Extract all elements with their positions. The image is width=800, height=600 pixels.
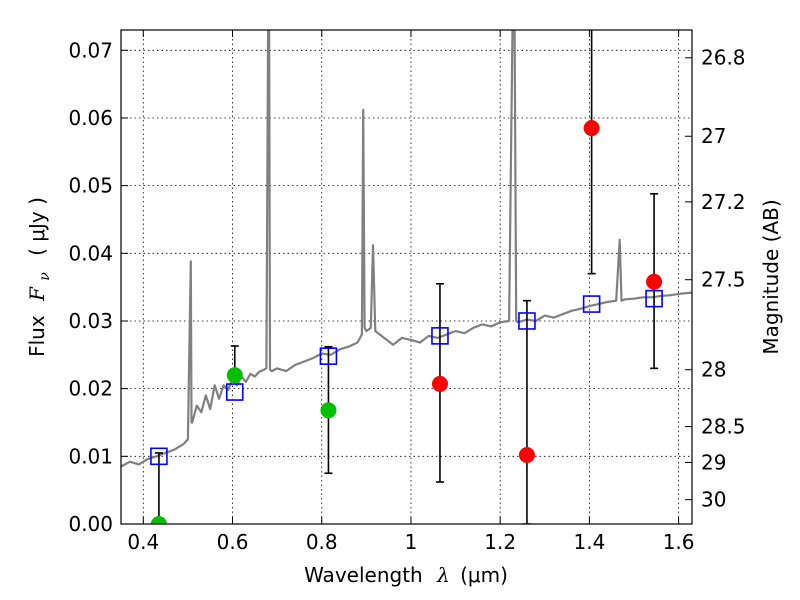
- right-tick-label: 27.5: [701, 268, 746, 292]
- x-tick-label: 1.2: [484, 530, 516, 554]
- y-axis-label-unit: ( μJy ): [25, 197, 49, 256]
- observed-point: [646, 273, 663, 290]
- right-tick-label: 29: [701, 450, 726, 474]
- y-tick-label: 0.00: [68, 512, 113, 536]
- model-point: [518, 312, 536, 330]
- x-axis-label-symbol: λ: [436, 563, 450, 587]
- y-tick-label: 0.07: [68, 38, 113, 62]
- model-point: [319, 347, 338, 365]
- model-point: [431, 327, 449, 345]
- y-tick-label: 0.03: [68, 309, 113, 333]
- x-tick-label: 1.6: [663, 530, 695, 554]
- x-tick-label: 0.4: [127, 530, 159, 554]
- observed-point: [583, 120, 600, 137]
- y-axis-label-symbol: F: [25, 286, 49, 302]
- spectrum-line: [121, 30, 692, 468]
- detection-point: [226, 367, 243, 384]
- plot-frame: [120, 29, 693, 525]
- y-tick-label: 0.06: [68, 106, 113, 130]
- detection-point: [320, 402, 337, 419]
- y-axis-label: Flux F ν ( μJy ): [25, 197, 54, 357]
- right-tick-label: 27: [701, 124, 726, 148]
- model-point: [645, 289, 663, 308]
- right-tick-label: 26.8: [701, 46, 746, 70]
- model-point: [225, 383, 244, 401]
- x-axis-label-unit: (μm): [460, 563, 508, 587]
- detection-point: [150, 516, 167, 524]
- model-point: [150, 447, 168, 466]
- y-tick-label: 0.05: [68, 174, 113, 198]
- right-tick-label: 27.2: [701, 190, 746, 214]
- x-axis-label-prefix: Wavelength: [304, 563, 423, 587]
- right-tick-label: 28: [701, 358, 726, 382]
- x-tick-label: 1: [405, 530, 418, 554]
- y-tick-label: 0.02: [68, 377, 113, 401]
- right-tick-label: 28.5: [701, 415, 746, 439]
- y-tick-label: 0.01: [68, 444, 113, 468]
- x-tick-label: 0.6: [217, 530, 249, 554]
- axes-frame: [120, 29, 693, 525]
- observed-point: [518, 446, 535, 463]
- right-axis-label: Magnitude (AB): [759, 199, 783, 354]
- x-axis-label: Wavelength λ (μm): [304, 563, 508, 587]
- x-tick-label: 1.4: [573, 530, 605, 554]
- axis-ticks: 0.4 0.6 0.8 1 1.2 1.4 1.6 0.00 0.01 0.02 0.03 0.04 0…: [68, 30, 746, 554]
- model-point: [582, 295, 601, 313]
- y-axis-label-prefix: Flux: [25, 315, 49, 357]
- right-tick-label: 30: [701, 488, 726, 512]
- observed-point: [431, 375, 448, 392]
- x-tick-label: 0.8: [306, 530, 338, 554]
- plot-area: [121, 30, 692, 524]
- y-axis-label-subscript: ν: [37, 272, 53, 281]
- y-tick-label: 0.04: [68, 241, 113, 265]
